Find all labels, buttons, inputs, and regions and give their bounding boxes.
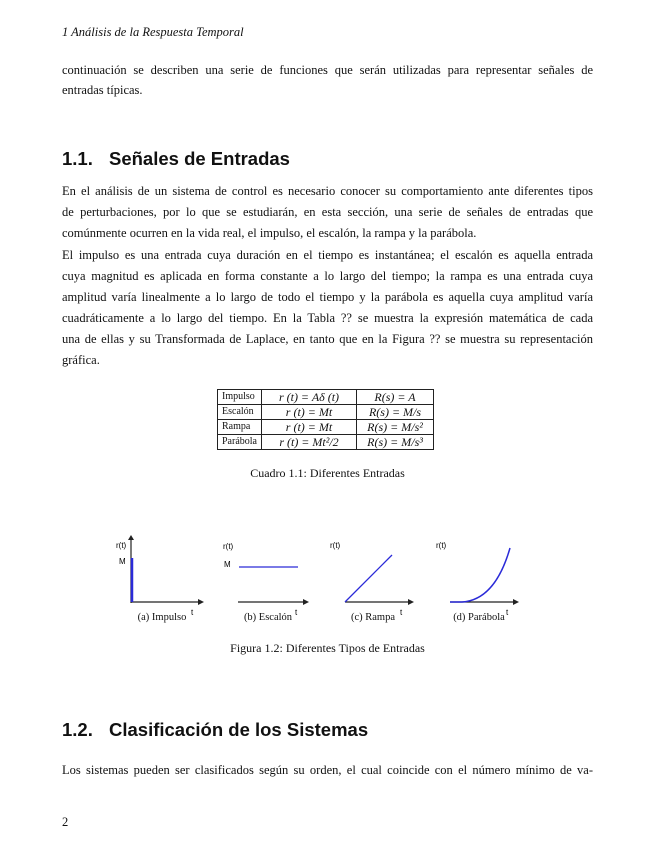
paragraph-line: gráfica. [62,353,100,367]
table-cell: Impulso [217,389,262,405]
y-axis-label: r(t) [436,541,447,550]
paragraph-line: una de ellas y su Transformada de Laplac… [62,332,593,346]
paragraph-line: En el análisis de un sistema de control … [62,184,593,198]
input-signals-figure: r(t) Mt r(t) Mt r(t) t r(t) t [116,535,519,615]
impulse-plot: r(t) Mt [116,535,204,615]
table-cell: r (t) = Aδ (t) [261,389,357,405]
y-axis-label: r(t) [330,541,341,550]
x-axis-label: t [506,608,509,615]
y-axis-label: r(t) [116,541,127,550]
level-label: M [224,560,231,569]
table-cell: R(s) = M/s² [356,419,434,435]
section-title: Señales de Entradas [109,148,290,169]
table-cell: Parábola [217,434,262,450]
table-row: Escalón r (t) = Mt R(s) = M/s [217,404,434,420]
step-plot: r(t) Mt [223,542,309,615]
x-axis-label: t [295,608,298,615]
x-axis-label: t [191,608,194,615]
table-cell: r (t) = Mt [261,404,357,420]
table-cell: r (t) = Mt [261,419,357,435]
subcaption-ramp: (c) Rampa [350,612,396,623]
table-cell: R(s) = M/s³ [356,434,434,450]
table-row: Rampa r (t) = Mt R(s) = M/s² [217,419,434,435]
paragraph-line: amplitud varía linealmente a lo largo de… [62,290,593,304]
y-axis-label: r(t) [223,542,234,551]
intro-line: continuación se describen una serie de f… [62,63,593,77]
paragraph-line: El impulso es una entrada cuya duración … [62,248,593,262]
paragraph-line: cuadráticamente a lo largo del tiempo. E… [62,311,593,325]
ramp-plot: r(t) t [330,541,414,615]
paragraph-line: de perturbaciones, por lo que se estudia… [62,205,593,219]
subcaption-step: (b) Escalón [243,612,293,623]
x-axis-label: t [400,608,403,615]
table-row: Parábola r (t) = Mt²/2 R(s) = M/s³ [217,434,434,450]
section-title: Clasificación de los Sistemas [109,719,369,740]
inputs-table: Impulso r (t) = Aδ (t) R(s) = A Escalón r (… [217,389,434,450]
table-cell: Escalón [217,404,262,420]
table-cell: Rampa [217,419,262,435]
running-header: 1 Análisis de la Respuesta Temporal [62,25,244,39]
paragraph-line: comúnmente ocurren en la vida real, el i… [62,226,477,240]
section-number: 1.1. [62,148,93,169]
intro-line: entradas típicas. [62,83,143,97]
level-label: M [119,557,126,566]
section-number: 1.2. [62,719,93,740]
page-number: 2 [62,815,69,829]
table-cell: R(s) = M/s [356,404,434,420]
table-caption: Cuadro 1.1: Diferentes Entradas [250,466,405,480]
table-cell: R(s) = A [356,389,434,405]
subcaption-impulse: (a) Impulso [137,612,187,623]
figure-caption: Figura 1.2: Diferentes Tipos de Entradas [230,641,425,655]
section-heading: 1.1. Señales de Entradas [62,148,290,170]
paragraph-line: Los sistemas pueden ser clasificados seg… [62,763,593,777]
subcaption-parabola: (d) Parábola [453,612,505,623]
parabola-plot: r(t) t [436,541,519,615]
paragraph-line: cuya magnitud es aplicada en forma const… [62,269,593,283]
table-cell: r (t) = Mt²/2 [261,434,357,450]
table-row: Impulso r (t) = Aδ (t) R(s) = A [217,389,434,405]
section-heading: 1.2. Clasificación de los Sistemas [62,719,368,741]
